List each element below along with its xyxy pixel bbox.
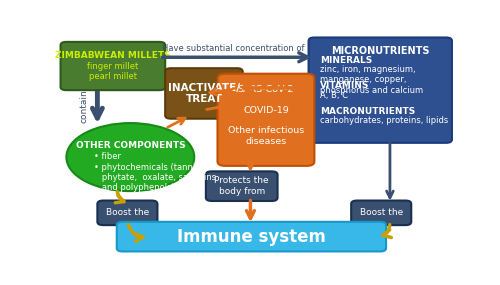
Text: SARS-CoV-2

COVID-19

Other infectious
diseases: SARS-CoV-2 COVID-19 Other infectious dis… bbox=[228, 85, 304, 146]
Text: INACTIVATE/
TREAT: INACTIVATE/ TREAT bbox=[168, 83, 240, 104]
Text: Immune system: Immune system bbox=[177, 228, 326, 246]
Text: MICRONUTRIENTS: MICRONUTRIENTS bbox=[331, 46, 430, 56]
Text: Boost the: Boost the bbox=[106, 208, 149, 217]
Text: MACRONUTRIENTS: MACRONUTRIENTS bbox=[320, 107, 416, 116]
Text: Have substantial concentration of: Have substantial concentration of bbox=[162, 44, 304, 53]
Text: finger millet
pearl millet: finger millet pearl millet bbox=[88, 62, 138, 81]
Text: Boost the: Boost the bbox=[360, 208, 403, 217]
Text: Protects the
body from: Protects the body from bbox=[214, 176, 269, 196]
FancyBboxPatch shape bbox=[308, 38, 452, 143]
FancyBboxPatch shape bbox=[351, 201, 411, 225]
Text: contain: contain bbox=[80, 90, 88, 123]
Text: A, B, C: A, B, C bbox=[320, 91, 348, 99]
FancyBboxPatch shape bbox=[165, 68, 242, 119]
Text: • fiber
• phytochemicals (tannins,
   phytate,  oxalate, saponins
   and polyphe: • fiber • phytochemicals (tannins, phyta… bbox=[94, 152, 216, 192]
Text: carbohydrates, proteins, lipids: carbohydrates, proteins, lipids bbox=[320, 116, 448, 125]
Text: MINERALS: MINERALS bbox=[320, 56, 372, 65]
FancyBboxPatch shape bbox=[218, 74, 314, 166]
FancyBboxPatch shape bbox=[206, 171, 278, 201]
Text: VITAMINS: VITAMINS bbox=[320, 82, 370, 90]
FancyBboxPatch shape bbox=[98, 201, 158, 225]
Text: ZIMBABWEAN MILLETS: ZIMBABWEAN MILLETS bbox=[55, 51, 170, 60]
Text: OTHER COMPONENTS: OTHER COMPONENTS bbox=[76, 141, 185, 150]
Ellipse shape bbox=[66, 123, 194, 191]
FancyBboxPatch shape bbox=[60, 42, 165, 90]
Text: zinc, iron, magnesium,
manganese, copper,
phosphorus and calcium: zinc, iron, magnesium, manganese, copper… bbox=[320, 65, 424, 95]
FancyBboxPatch shape bbox=[117, 222, 386, 251]
